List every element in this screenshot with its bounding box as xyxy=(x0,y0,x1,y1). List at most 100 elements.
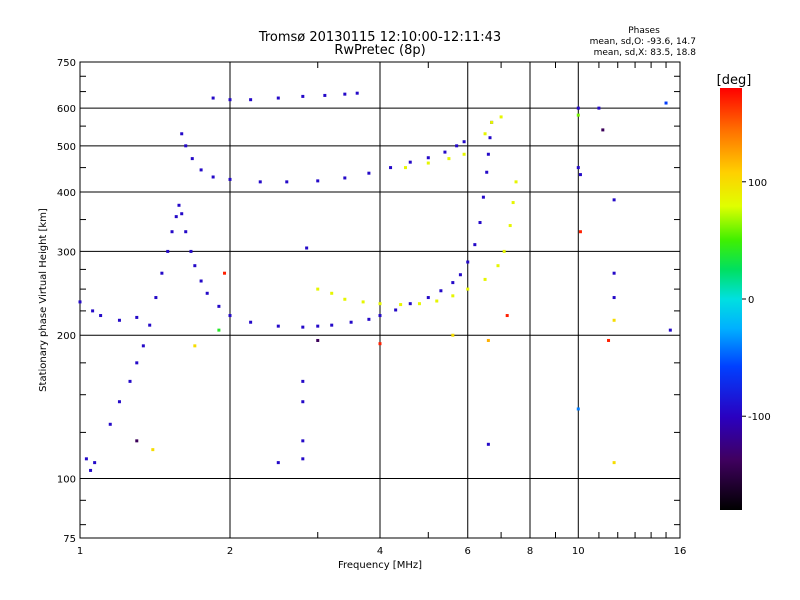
data-point xyxy=(249,320,253,324)
data-point xyxy=(367,317,371,321)
data-point xyxy=(301,400,305,404)
data-point xyxy=(367,171,371,175)
data-point xyxy=(399,303,403,307)
data-point xyxy=(483,277,487,281)
data-point xyxy=(499,115,503,119)
data-point xyxy=(91,309,95,313)
data-point xyxy=(117,400,121,404)
data-point xyxy=(177,203,181,207)
data-point xyxy=(486,152,490,156)
data-point xyxy=(443,150,447,154)
x-tick-label: 10 xyxy=(572,546,585,557)
data-point xyxy=(285,180,289,184)
data-point xyxy=(228,177,232,181)
data-point xyxy=(84,457,88,461)
data-point xyxy=(154,296,158,300)
data-point xyxy=(361,300,365,304)
data-point xyxy=(258,180,262,184)
data-point xyxy=(488,136,492,140)
data-point xyxy=(451,294,455,298)
data-point xyxy=(505,314,509,318)
x-tick-label: 16 xyxy=(674,546,687,557)
data-point xyxy=(301,94,305,98)
data-point xyxy=(355,91,359,95)
data-point xyxy=(128,379,132,383)
data-point xyxy=(228,98,232,102)
data-point xyxy=(316,324,320,328)
data-point xyxy=(576,113,580,117)
data-point xyxy=(417,302,421,306)
data-point xyxy=(99,314,103,318)
data-point xyxy=(343,176,347,180)
data-point xyxy=(305,246,309,250)
colorbar-ticks: 100 0 -100 xyxy=(742,178,771,423)
data-point xyxy=(93,461,97,465)
phase-stats-x: mean, sd,X: 83.5, 18.8 xyxy=(594,48,697,58)
data-point xyxy=(578,230,582,234)
data-point xyxy=(323,93,327,97)
data-point xyxy=(180,212,184,216)
data-point xyxy=(184,230,188,234)
data-point xyxy=(408,160,412,164)
data-point xyxy=(135,439,139,443)
data-point xyxy=(199,279,203,283)
x-tick-label: 8 xyxy=(527,546,533,557)
data-point xyxy=(89,468,93,472)
data-point xyxy=(486,442,490,446)
data-point xyxy=(217,304,221,308)
data-point xyxy=(276,96,280,100)
data-point xyxy=(496,264,500,268)
x-axis-label: Frequency [MHz] xyxy=(338,560,422,571)
data-point xyxy=(301,379,305,383)
data-point xyxy=(148,323,152,327)
data-point xyxy=(597,106,601,110)
phase-stats-heading: Phases xyxy=(628,26,660,36)
data-point xyxy=(466,260,470,264)
phase-stats-o: mean, sd,O: -93.6, 14.7 xyxy=(590,37,696,47)
data-point xyxy=(612,296,616,300)
data-point xyxy=(612,318,616,322)
y-tick-label: 300 xyxy=(57,247,76,258)
data-point xyxy=(223,271,227,275)
data-point xyxy=(435,299,439,303)
data-point xyxy=(316,287,320,291)
chart-subtitle: RwPretec (8p) xyxy=(334,43,425,58)
data-point xyxy=(426,156,430,160)
data-point xyxy=(481,195,485,199)
data-point xyxy=(117,318,121,322)
data-point xyxy=(349,320,353,324)
data-point xyxy=(394,308,398,312)
y-tick-label: 500 xyxy=(57,142,76,153)
data-point xyxy=(316,338,320,342)
data-point xyxy=(135,361,139,365)
data-point xyxy=(193,344,197,348)
y-tick-label: 400 xyxy=(57,188,76,199)
data-point xyxy=(193,264,197,268)
data-point xyxy=(502,249,506,253)
data-point xyxy=(612,271,616,275)
x-tick-label: 2 xyxy=(227,546,233,557)
y-axis-label: Stationary phase Virtual Height [km] xyxy=(38,208,49,392)
data-point xyxy=(576,407,580,411)
data-point xyxy=(576,166,580,170)
data-point xyxy=(485,170,489,174)
data-point xyxy=(78,300,82,304)
data-point xyxy=(378,342,382,346)
data-point xyxy=(451,281,455,285)
data-point xyxy=(343,297,347,301)
data-point xyxy=(166,249,170,253)
data-point xyxy=(483,132,487,136)
data-point xyxy=(108,422,112,426)
data-point xyxy=(217,328,221,332)
data-point xyxy=(473,243,477,247)
data-point xyxy=(426,296,430,300)
data-point xyxy=(141,344,145,348)
y-tick-label: 75 xyxy=(63,534,76,545)
data-point xyxy=(612,461,616,465)
data-point xyxy=(184,144,188,148)
data-point xyxy=(180,132,184,136)
colorbar-tick-label: 100 xyxy=(748,178,767,189)
data-point xyxy=(514,180,518,184)
data-point xyxy=(249,98,253,102)
data-point xyxy=(211,96,215,100)
